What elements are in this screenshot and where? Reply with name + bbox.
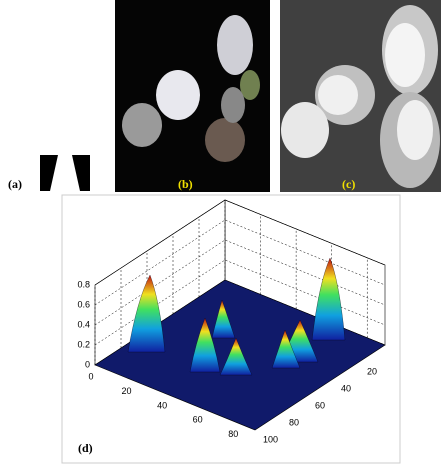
y-tick-label: 20 (367, 366, 377, 376)
z-tick-label: 0 (85, 359, 90, 369)
y-tick-label: 60 (315, 400, 325, 410)
panel-label: (b) (178, 177, 193, 191)
x-tick-label: 60 (193, 415, 203, 425)
z-tick-label: 0.2 (77, 339, 90, 349)
panel-label: (c) (342, 177, 355, 191)
z-tick-label: 0.4 (77, 319, 90, 329)
z-tick-label: 0.8 (77, 279, 90, 289)
z-tick-label: 0.6 (77, 299, 90, 309)
panel-a-image (40, 155, 90, 191)
figure: (a) (b) (c) 0 0.2 0.4 0.6 0.8 0 20 40 60 80 20 40 60… (0, 0, 441, 464)
panel-label: (d) (78, 441, 93, 455)
x-tick-label: 40 (157, 400, 167, 410)
y-tick-label: 40 (341, 383, 351, 393)
x-tick-label: 0 (88, 371, 93, 381)
y-tick-label: 80 (289, 417, 299, 427)
panel-b-image (115, 0, 270, 192)
panel-c-image (280, 0, 441, 192)
panel-label: (a) (8, 177, 22, 191)
y-tick-label: 100 (263, 434, 278, 444)
x-tick-label: 80 (228, 429, 238, 439)
x-tick-label: 20 (122, 386, 132, 396)
